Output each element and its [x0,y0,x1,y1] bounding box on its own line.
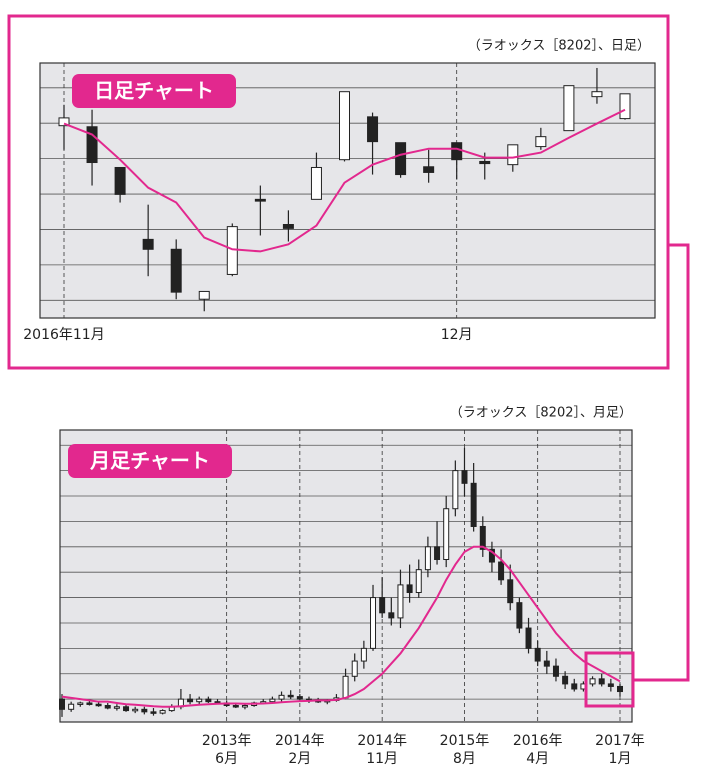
candle-body [507,579,514,604]
candle-body [535,136,547,148]
candle-body [198,290,210,300]
candle-body [589,678,596,685]
candle-body [339,91,350,161]
candle-body [507,144,519,166]
candle-body [498,561,505,581]
candle-body [77,702,84,705]
candle-body [254,198,266,202]
moving-average-line [63,108,626,253]
candle-body [142,238,154,250]
chart-badge: 月足チャート [68,444,232,478]
badge-bg [72,74,236,108]
candle-body [563,85,575,132]
chart-title: 日足チャート [94,79,214,103]
x-tick-label: 2014年 11月 [357,733,407,767]
candle-body [367,116,379,143]
chart-title: 月足チャート [89,449,210,473]
candle-body [68,703,75,710]
candle-body [423,166,435,173]
candle-body [114,166,126,195]
candle-body [342,675,349,699]
chart-subtitle: （ラオックス［8202］、月足） [450,406,632,421]
candle-body [516,602,523,629]
candle-body [617,685,623,693]
candle-body [187,698,194,703]
candle-body [395,142,407,176]
candle-body [241,704,248,708]
candle-body [296,696,303,700]
candle-body [406,584,413,594]
chart-subtitle: （ラオックス［8202］、日足） [468,39,650,54]
x-tick-label: 2017年 1月 [595,733,645,767]
plot-border [39,62,656,319]
candle-body [552,665,559,677]
candle-body [415,569,422,594]
candle-body [310,166,322,200]
candle-body [379,597,386,614]
chart-badge: 日足チャート [72,74,236,108]
candle-body [141,708,148,713]
candle-body [269,698,276,703]
candle-body [196,698,203,703]
candle-body [598,678,605,685]
x-tick-label: 2016年11月 [23,327,105,343]
x-tick-label: 2013年 6月 [201,733,252,767]
candle-body [86,702,93,705]
candle-body [104,704,111,709]
x-tick-label: 2014年 2月 [275,733,325,767]
candle-body [58,117,70,127]
candle-body [488,548,495,563]
candle-body [282,224,294,229]
candle-body [452,470,459,510]
candle-body [113,706,120,709]
candle-body [571,683,578,690]
candle-body [388,612,395,619]
candle-body [619,93,631,120]
candle-body [443,508,450,560]
candle-body [461,470,468,484]
candle-body [351,660,358,677]
candle-body [434,546,441,560]
highlight-frame [7,14,670,370]
candle-body [470,482,477,527]
badge-bg [68,444,232,478]
candle-body [170,248,182,293]
candle-body [525,627,532,649]
candle-body [591,91,603,98]
candle-body [370,597,377,649]
candle-body [132,708,139,712]
candle-body [607,683,614,687]
candle-body [397,584,404,619]
plot-border [59,429,633,723]
x-tick-label: 12月 [440,327,473,343]
x-tick-label: 2016年 4月 [512,733,563,767]
candle-body [287,694,294,698]
moving-average-line [61,545,621,708]
candle-body [534,647,541,662]
candle-body [95,703,102,707]
candle-body [123,706,130,712]
candle-body [232,704,239,708]
candle-body [424,546,431,571]
candle-body [159,710,166,714]
candle-body [543,660,550,667]
candle-body [205,698,212,703]
candle-body [59,698,65,710]
candle-body [479,160,491,165]
candle-body [278,694,285,700]
x-tick-label: 2015年 8月 [439,733,490,767]
connector [633,243,690,682]
candle-body [451,142,463,161]
highlight-box [584,651,635,708]
candle-body [562,675,569,685]
candle-body [479,525,486,550]
candle-body [360,647,367,662]
candle-body [86,126,98,164]
candle-body [150,711,157,714]
